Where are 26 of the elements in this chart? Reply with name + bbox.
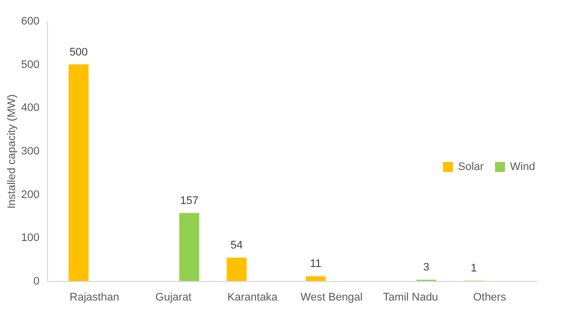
y-tick-label: 100 xyxy=(21,232,40,244)
bar xyxy=(306,276,326,281)
x-tick-label: Rajasthan xyxy=(70,292,120,304)
legend-label: Solar xyxy=(458,161,484,173)
data-label: 11 xyxy=(310,258,322,270)
y-tick-label: 400 xyxy=(21,102,40,114)
y-tick-label: 300 xyxy=(21,146,40,158)
data-label: 1 xyxy=(470,262,477,275)
y-tick-label: 600 xyxy=(21,16,40,28)
legend-label: Wind xyxy=(510,161,536,173)
y-tick-label: 200 xyxy=(21,188,40,201)
bar xyxy=(226,258,247,281)
data-label: 3 xyxy=(423,262,430,274)
bar xyxy=(179,212,200,281)
y-tick-label: 500 xyxy=(21,58,40,71)
x-tick-label: Others xyxy=(473,292,507,304)
x-tick-label: Tamil Nadu xyxy=(383,292,438,304)
bar xyxy=(68,64,89,281)
x-tick-label: West Bengal xyxy=(300,292,363,304)
data-label: 157 xyxy=(180,194,198,207)
x-tick-label: Karantaka xyxy=(227,292,278,304)
x-tick-label: Gujarat xyxy=(155,292,192,304)
data-label: 54 xyxy=(230,240,243,252)
data-label: 500 xyxy=(69,46,88,58)
y-tick-label: 0 xyxy=(33,276,40,288)
y-axis-title: Installed capacity (MW) xyxy=(6,94,18,209)
